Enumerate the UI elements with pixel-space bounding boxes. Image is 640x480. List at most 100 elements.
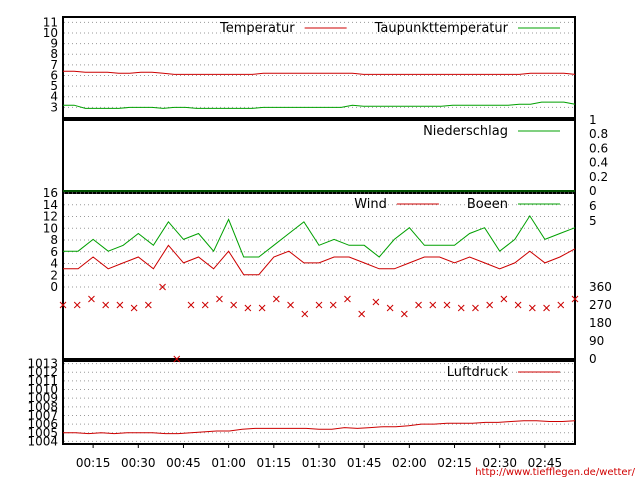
x-tick-label: 02:15	[437, 456, 472, 470]
panel-frame-0	[62, 16, 576, 119]
wind_direction-point	[244, 304, 252, 312]
wind_direction-point	[59, 301, 67, 309]
wind_direction-point	[144, 301, 152, 309]
wind-y2-tick: 5	[589, 214, 597, 228]
precipitation-y-tick: 0.4	[589, 156, 608, 170]
wind_direction-point	[230, 301, 238, 309]
pressure-y-tick: 1006	[27, 417, 58, 431]
wind_direction-point	[315, 301, 323, 309]
wind-y-tick: 10	[43, 221, 58, 235]
wind_direction-point	[400, 310, 408, 318]
x-tick-label: 00:15	[76, 456, 111, 470]
temperature-series-0-line	[63, 70, 576, 75]
wind_direction-point	[358, 310, 366, 318]
pressure-legend-label: Luftdruck	[447, 365, 509, 380]
wind_direction-point	[486, 301, 494, 309]
wind_direction-y-tick: 90	[589, 334, 604, 348]
wind-legend-label: Boeen	[467, 197, 508, 212]
temperature-y-tick: 8	[50, 47, 58, 61]
pressure-series-0-line	[63, 420, 576, 435]
temperature-legend-label: Temperatur	[219, 21, 295, 36]
wind-y-tick: 2	[50, 268, 58, 282]
temperature-y-tick: 3	[50, 100, 58, 114]
wind_direction-point	[386, 304, 394, 312]
wind-y-tick: 0	[50, 280, 58, 294]
x-tick-label: 02:00	[392, 456, 427, 470]
wind_direction-point	[301, 310, 309, 318]
credit-link[interactable]: http://www.tiefflegen.de/wetter/	[475, 467, 635, 478]
panel-frame-2	[62, 192, 576, 360]
wind_direction-point	[514, 301, 522, 309]
wind-y-tick: 16	[43, 186, 58, 200]
temperature-y-tick: 9	[50, 37, 58, 51]
wind_direction-point	[557, 301, 565, 309]
x-tick-label: 02:45	[528, 456, 563, 470]
pressure-y-tick: 1011	[27, 374, 58, 388]
precipitation-y-tick: 0.2	[589, 170, 608, 184]
wind_direction-point	[528, 304, 536, 312]
wind_direction-point	[329, 301, 337, 309]
wind_direction-y-tick: 270	[589, 298, 612, 312]
wind_direction-y-tick: 0	[589, 352, 597, 366]
wind_direction-point	[173, 355, 181, 363]
temperature-y-tick: 5	[50, 79, 58, 93]
wind_direction-point	[443, 301, 451, 309]
wind-legend-label: Wind	[354, 197, 387, 212]
pressure-y-tick: 1005	[27, 426, 58, 440]
precipitation-legend-label: Niederschlag	[423, 124, 508, 139]
wind_direction-y-tick: 360	[589, 280, 612, 294]
wind-y-tick: 4	[50, 257, 58, 271]
x-tick-label: 01:15	[257, 456, 292, 470]
pressure-y-tick: 1008	[27, 400, 58, 414]
wind-y-tick: 8	[50, 233, 58, 247]
wind-y-tick: 6	[50, 245, 58, 259]
wind-y-tick: 14	[43, 198, 58, 212]
wind_direction-point	[457, 304, 465, 312]
wind_direction-point	[272, 295, 280, 303]
wind_direction-point	[130, 304, 138, 312]
wind-series-1-line	[63, 214, 576, 258]
pressure-y-tick: 1013	[27, 357, 58, 371]
wind_direction-point	[187, 301, 195, 309]
temperature-y-tick: 7	[50, 58, 58, 72]
x-tick-label: 01:45	[347, 456, 382, 470]
wind_direction-point	[287, 301, 294, 309]
wind_direction-point	[543, 304, 550, 312]
wind_direction-point	[102, 301, 110, 309]
wind_direction-point	[216, 295, 223, 303]
temperature-y-tick: 6	[50, 68, 58, 82]
precipitation-y-tick: 0.6	[589, 141, 608, 155]
temperature-y-tick: 11	[43, 15, 58, 29]
temperature-legend-label: Taupunkttemperatur	[374, 21, 509, 36]
x-tick-label: 00:30	[121, 456, 156, 470]
wind_direction-point	[258, 304, 266, 312]
temperature-series-1-line	[63, 101, 576, 109]
wind_direction-y-tick: 180	[589, 316, 612, 330]
wind-y-tick: 12	[43, 210, 58, 224]
wind_direction-point	[429, 301, 437, 309]
wind-series-0-line	[63, 244, 576, 276]
wind-y2-tick: 6	[589, 199, 597, 213]
precipitation-y-tick: 1	[589, 113, 597, 127]
pressure-y-tick: 1012	[27, 365, 58, 379]
precipitation-y-tick: 0	[589, 184, 597, 198]
wind_direction-point	[415, 301, 422, 309]
x-tick-label: 00:45	[166, 456, 201, 470]
wind_direction-point	[571, 295, 579, 303]
temperature-y-tick: 10	[43, 26, 58, 40]
pressure-y-tick: 1007	[27, 408, 58, 422]
wind_direction-point	[500, 295, 508, 303]
x-tick-label: 01:30	[302, 456, 337, 470]
wind_direction-point	[472, 304, 479, 312]
precipitation-y-tick: 0.8	[589, 127, 608, 141]
pressure-y-tick: 1004	[27, 434, 58, 448]
wind_direction-point	[73, 301, 81, 309]
wind_direction-point	[372, 298, 380, 306]
wind_direction-point	[159, 283, 166, 291]
wind_direction-point	[344, 295, 351, 303]
x-tick-label: 01:00	[211, 456, 246, 470]
x-tick-label: 02:30	[482, 456, 517, 470]
wind_direction-point	[88, 295, 95, 303]
pressure-y-tick: 1009	[27, 391, 58, 405]
